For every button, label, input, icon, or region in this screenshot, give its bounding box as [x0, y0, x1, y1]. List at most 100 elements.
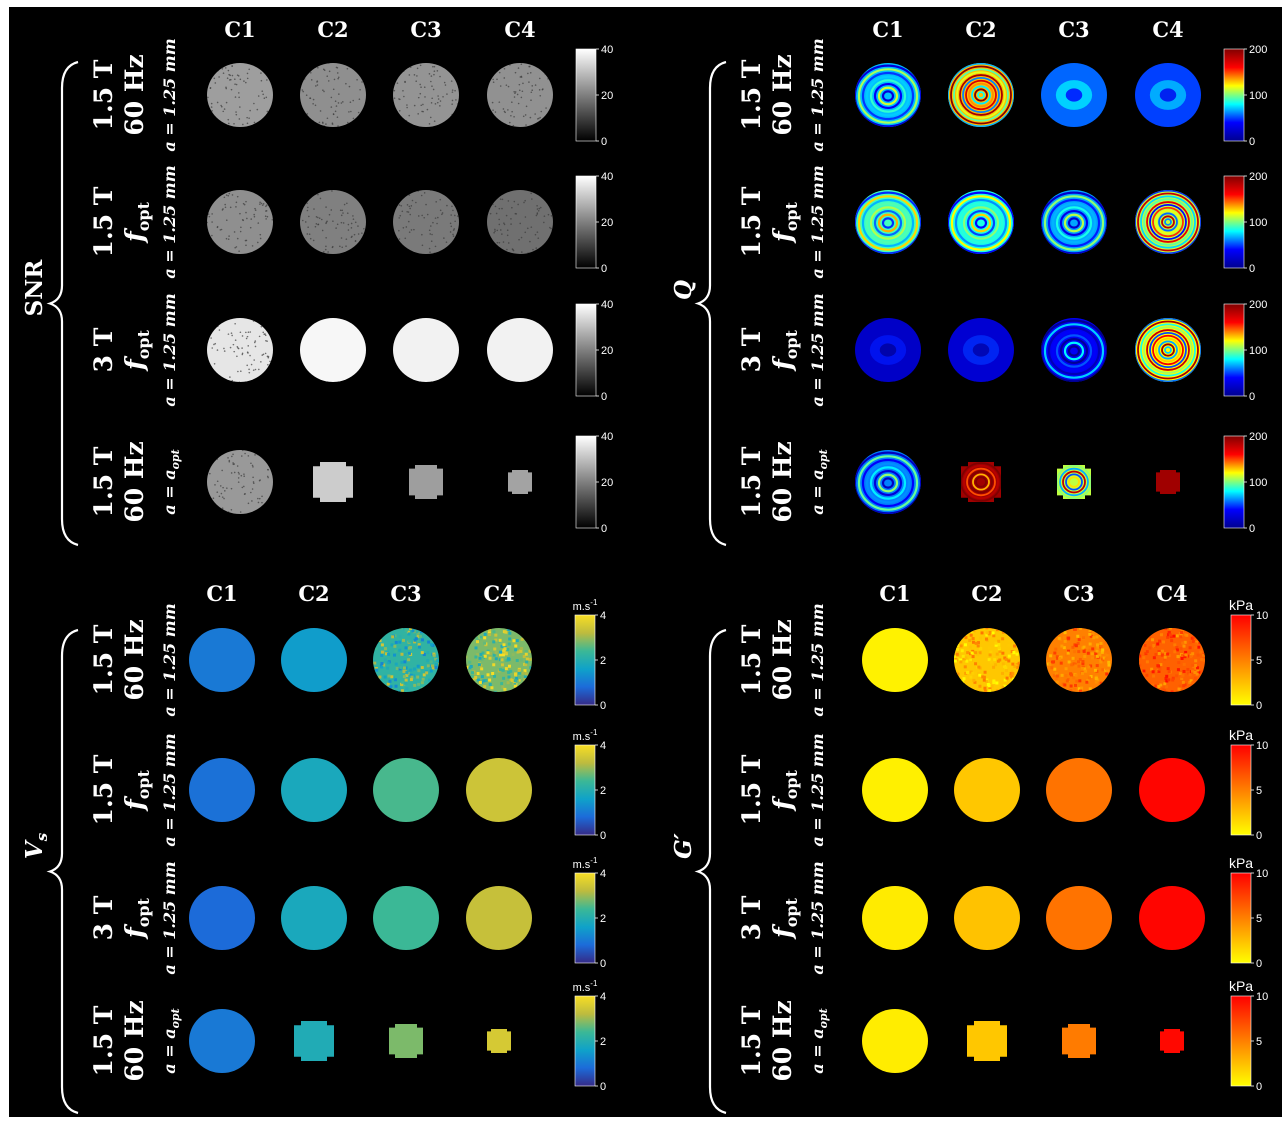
colorbar-tick-label: 4	[600, 740, 606, 752]
row-field-label: 1.5 T	[737, 446, 766, 517]
column-header-c2: C2	[317, 17, 348, 42]
colorbar-unit-superscript: -1	[590, 728, 598, 737]
phantom-map-vs-r4-c4	[487, 1029, 511, 1053]
phantom-map-q-r1-c1	[855, 63, 921, 127]
row-field-label: 3 T	[737, 327, 766, 372]
row-group-brace	[694, 628, 727, 1115]
row-field-label: 1.5 T	[89, 186, 118, 257]
phantom-map-vs-r3-c2	[281, 886, 347, 950]
row-resolution-subscript: opt	[817, 1008, 830, 1028]
colorbar-tick-label: 40	[601, 299, 613, 311]
phantom-map-vs-r4-c1	[189, 1009, 255, 1073]
panel-gp: G′C1 C2 C3 C41.5 T 60 Hz a = 1.25 mm 1050kPa1.…	[670, 581, 1268, 1115]
phantom-map-q-r1-c4	[1135, 63, 1201, 127]
colorbar-tick-label: 20	[601, 345, 613, 357]
phantom-map-q-r4-c2	[961, 462, 1001, 502]
row-field-label: 1.5 T	[737, 186, 766, 257]
colorbar-snr-r1: 40 20 0	[575, 44, 613, 148]
colorbar-snr-r2: 40 20 0	[575, 171, 613, 275]
phantom-map-q-r3-c1	[855, 318, 921, 382]
colorbar-unit-label: kPa	[1229, 978, 1253, 994]
panel-title: G′	[670, 833, 697, 859]
colorbar-tick-label: 2	[600, 785, 606, 797]
phantom-map-gp-r1-c3	[1046, 628, 1112, 692]
row-frequency-label: 60 Hz	[768, 1000, 797, 1081]
colorbar-tick-label: 200	[1249, 431, 1267, 443]
row-group-brace	[694, 60, 727, 547]
colorbar-tick-label: 40	[601, 44, 613, 56]
phantom-map-q-r4-c4	[1156, 470, 1180, 494]
row-resolution-subscript: opt	[817, 449, 830, 469]
phantom-map-vs-r2-c2	[281, 758, 347, 822]
colorbar-tick-label: 10	[1256, 610, 1268, 622]
panel-title-subscript: s	[33, 832, 51, 841]
phantom-map-snr-r1-c2	[300, 63, 366, 127]
row-resolution-label: a = 1.25 mm	[808, 165, 827, 278]
row-resolution-subscript: opt	[169, 449, 182, 469]
row-frequency-subscript: opt	[134, 329, 153, 359]
phantom-map-gp-r2-c2	[954, 758, 1020, 822]
colorbar-tick-label: 5	[1256, 655, 1262, 667]
phantom-map-q-r1-c2	[948, 63, 1014, 127]
phantom-map-q-r4-c1	[855, 450, 921, 514]
colorbar-tick-label: 0	[600, 1081, 606, 1093]
row-frequency-subscript: opt	[134, 769, 153, 799]
phantom-map-gp-r4-c4	[1160, 1029, 1184, 1053]
phantom-map-snr-r4-c4	[508, 470, 532, 494]
colorbar-tick-label: 4	[600, 610, 606, 622]
colorbar-tick-label: 20	[601, 217, 613, 229]
phantom-map-gp-r3-c3	[1046, 886, 1112, 950]
column-header-c4: C4	[1152, 17, 1183, 42]
colorbar-tick-label: 0	[600, 700, 606, 712]
colorbar-gp-r3: 10 5 0 kPa	[1229, 855, 1268, 970]
colorbar-tick-label: 5	[1256, 1036, 1262, 1048]
row-resolution-label: a = 1.25 mm	[808, 293, 827, 406]
phantom-map-q-r2-c2	[948, 190, 1014, 254]
row-resolution-label: a = 1.25 mm	[808, 861, 827, 974]
row-field-label: 1.5 T	[737, 624, 766, 695]
column-header-c1: C1	[879, 581, 910, 606]
row-resolution-label: a = 1.25 mm	[808, 603, 827, 716]
colorbar-tick-label: 0	[1249, 391, 1255, 403]
figure-background	[9, 7, 1282, 1117]
colorbar-tick-label: 10	[1256, 991, 1268, 1003]
phantom-map-q-r3-c2	[948, 318, 1014, 382]
phantom-map-gp-r1-c2	[954, 628, 1020, 692]
panel-title: SNR	[21, 259, 48, 317]
row-frequency-label: 60 Hz	[120, 441, 149, 522]
phantom-map-gp-r1-c4	[1139, 628, 1205, 692]
column-header-c2: C2	[298, 581, 329, 606]
column-header-c4: C4	[504, 17, 535, 42]
row-resolution-label: a = 1.25 mm	[160, 38, 179, 151]
phantom-map-gp-r3-c2	[954, 886, 1020, 950]
column-header-c1: C1	[872, 17, 903, 42]
colorbar-tick-label: 4	[600, 991, 606, 1003]
row-field-label: 1.5 T	[89, 446, 118, 517]
phantom-map-vs-r4-c2	[294, 1021, 334, 1061]
colorbar-q-r4: 200 100 0	[1223, 431, 1267, 535]
colorbar-unit-superscript: -1	[590, 598, 598, 607]
column-header-c1: C1	[224, 17, 255, 42]
phantom-map-snr-r3-c3	[393, 318, 459, 382]
phantom-map-snr-r1-c3	[393, 63, 459, 127]
panel-title: Q	[670, 280, 697, 300]
row-resolution-label: a = 1.25 mm	[808, 38, 827, 151]
row-resolution-label: a = 1.25 mm	[160, 603, 179, 716]
row-field-label: 1.5 T	[737, 754, 766, 825]
colorbar-tick-label: 0	[1256, 1081, 1262, 1093]
phantom-map-vs-r1-c3	[373, 628, 439, 692]
row-resolution-label: a = 1.25 mm	[160, 861, 179, 974]
colorbar-tick-label: 100	[1249, 217, 1267, 229]
phantom-map-snr-r4-c2	[313, 462, 353, 502]
row-frequency-label: 60 Hz	[120, 54, 149, 135]
colorbar-tick-label: 0	[1249, 136, 1255, 148]
column-header-c3: C3	[1063, 581, 1094, 606]
colorbar-tick-label: 0	[1256, 830, 1262, 842]
phantom-map-gp-r4-c3	[1062, 1024, 1096, 1058]
phantom-map-vs-r2-c3	[373, 758, 439, 822]
row-frequency-subscript: opt	[134, 201, 153, 231]
row-field-label: 3 T	[89, 895, 118, 940]
colorbar-gp-r2: 10 5 0 kPa	[1229, 727, 1268, 842]
